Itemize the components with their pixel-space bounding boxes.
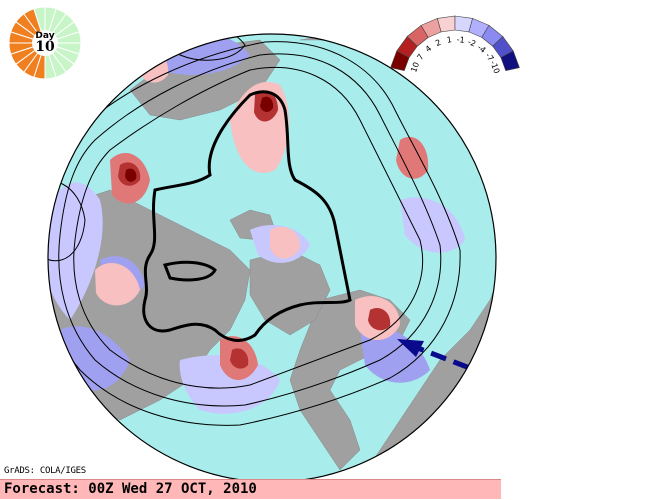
- contour-thick-main: [142, 90, 352, 342]
- extreme-anomalies: [125, 96, 274, 182]
- scale-label: 1: [446, 35, 452, 45]
- positive-anomaly-sw-far: [48, 376, 85, 412]
- positive-anomaly-ne-lobe: [396, 136, 429, 179]
- scale-label: -7: [483, 51, 495, 63]
- contour-north-loop: [169, 34, 246, 61]
- credit-text: GrADS: COLA/IGES: [4, 466, 86, 476]
- scale-label: -4: [476, 43, 488, 55]
- strong-anomaly-south: [230, 348, 249, 369]
- contour-thick-inner: [162, 260, 217, 282]
- thin-contours: [48, 34, 461, 426]
- scale-label: -10: [488, 60, 501, 75]
- strong-anomaly-east: [368, 307, 391, 331]
- scale-label: 4: [424, 44, 434, 54]
- day-center: [32, 30, 58, 56]
- scale-label: 10: [409, 61, 421, 74]
- scale-label: -2: [466, 37, 477, 48]
- day-indicator: Day 10: [8, 6, 82, 80]
- forecast-bar: Forecast: 00Z Wed 27 OCT, 2010: [0, 479, 501, 499]
- scale-label: -1: [456, 35, 465, 45]
- negative-anomaly-east: [360, 327, 430, 383]
- map-disc: [48, 34, 496, 482]
- arrow-head: [397, 339, 424, 357]
- negative-anomaly-west: [48, 182, 103, 320]
- scale-swatch: [500, 50, 520, 72]
- positive-anomaly-center: [270, 226, 300, 259]
- strong-anomalies: [118, 90, 391, 369]
- scale-label: 7: [415, 52, 425, 61]
- scale-label: 2: [434, 38, 442, 48]
- day-number: 10: [35, 39, 55, 55]
- contour-outer-1: [73, 66, 424, 389]
- day-label: Day: [35, 31, 54, 41]
- forecast-text: Forecast: 00Z Wed 27 OCT, 2010: [4, 481, 257, 497]
- contour-nw-loop: [48, 180, 86, 262]
- contour-outer-2: [58, 53, 442, 407]
- positive-anomaly-sw-lobe: [95, 262, 140, 306]
- extreme-anomaly-west: [125, 168, 137, 182]
- thick-contour: [142, 90, 352, 342]
- extreme-anomaly-north: [260, 96, 274, 112]
